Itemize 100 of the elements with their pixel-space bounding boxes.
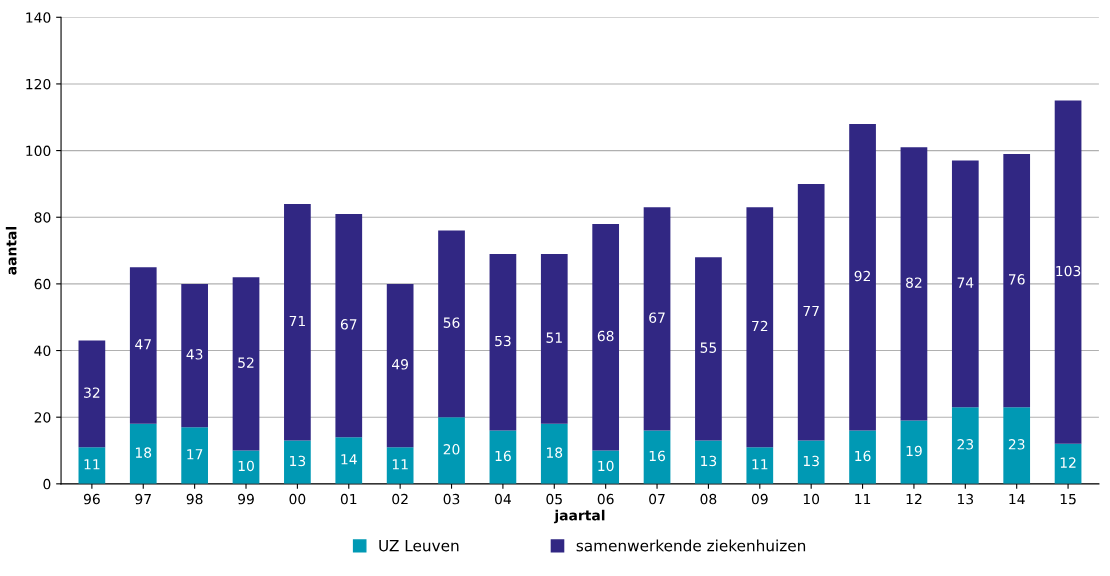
data-label: 23 bbox=[1008, 439, 1025, 450]
x-tick-label: 10 bbox=[803, 493, 820, 505]
legend-label: samenwerkende ziekenhuizen bbox=[576, 539, 806, 552]
data-label: 32 bbox=[84, 387, 100, 398]
x-tick-label: 03 bbox=[443, 493, 460, 505]
bar bbox=[797, 183, 825, 441]
data-label: 16 bbox=[649, 450, 666, 462]
x-tick-label: 06 bbox=[597, 493, 614, 505]
bar bbox=[951, 407, 979, 484]
data-label: 52 bbox=[238, 357, 254, 368]
bar bbox=[1054, 443, 1082, 484]
bar bbox=[1054, 100, 1082, 444]
bar bbox=[592, 450, 620, 484]
y-tick-label: 140 bbox=[26, 12, 51, 23]
data-label: 55 bbox=[700, 342, 717, 353]
data-label: 10 bbox=[598, 460, 614, 472]
bar bbox=[900, 420, 928, 484]
bar bbox=[746, 207, 774, 448]
data-label: 53 bbox=[495, 335, 511, 347]
x-tick-label: 05 bbox=[546, 493, 562, 505]
data-label: 77 bbox=[803, 305, 819, 317]
bar bbox=[489, 430, 517, 484]
bar bbox=[849, 430, 876, 484]
data-label: 67 bbox=[340, 319, 357, 330]
data-label: 68 bbox=[597, 330, 614, 342]
data-label: 82 bbox=[906, 277, 922, 288]
bar bbox=[695, 257, 722, 441]
bar bbox=[746, 447, 774, 484]
x-tick-label: 07 bbox=[649, 493, 665, 505]
bar bbox=[78, 447, 106, 484]
y-tick-label: 40 bbox=[34, 345, 51, 357]
data-label: 16 bbox=[855, 450, 871, 462]
data-label: 18 bbox=[135, 447, 152, 458]
x-tick-label: 99 bbox=[238, 493, 254, 505]
x-tick-label: 00 bbox=[289, 493, 306, 505]
data-label: 72 bbox=[752, 320, 768, 332]
x-tick-label: 11 bbox=[855, 493, 871, 505]
x-tick-label: 01 bbox=[340, 493, 357, 505]
bar bbox=[695, 440, 722, 484]
x-tick-label: 13 bbox=[958, 493, 974, 505]
data-label: 49 bbox=[391, 359, 409, 370]
data-label: 71 bbox=[289, 315, 305, 327]
bar bbox=[232, 277, 260, 451]
bar bbox=[849, 123, 876, 431]
data-label: 47 bbox=[135, 339, 151, 350]
bar bbox=[129, 267, 157, 424]
data-label: 92 bbox=[854, 270, 870, 282]
x-axis-title: jaartal bbox=[553, 509, 605, 524]
data-label: 11 bbox=[752, 459, 768, 470]
bar bbox=[900, 147, 928, 421]
data-label: 11 bbox=[84, 459, 100, 470]
x-tick-label: 97 bbox=[135, 493, 151, 505]
data-label: 14 bbox=[341, 454, 357, 465]
x-tick-label: 15 bbox=[1060, 493, 1076, 505]
bar bbox=[129, 423, 157, 484]
bar bbox=[592, 223, 620, 451]
bar bbox=[797, 440, 825, 484]
data-label: 13 bbox=[803, 455, 819, 467]
bar bbox=[438, 230, 465, 418]
y-tick-label: 80 bbox=[34, 212, 51, 223]
bar bbox=[78, 340, 106, 448]
data-label: 16 bbox=[495, 450, 511, 462]
bar bbox=[1003, 153, 1031, 408]
x-tick-label: 98 bbox=[186, 493, 203, 505]
bar bbox=[284, 440, 311, 484]
data-label: 56 bbox=[443, 317, 460, 328]
data-label: 10 bbox=[238, 460, 254, 472]
bar bbox=[181, 283, 208, 428]
data-label: 11 bbox=[392, 459, 408, 470]
data-label: 23 bbox=[957, 439, 974, 450]
data-label: 13 bbox=[701, 455, 717, 467]
data-label: 18 bbox=[546, 447, 563, 458]
bar bbox=[643, 207, 671, 431]
y-axis-title: aantal bbox=[5, 227, 17, 275]
bar bbox=[335, 437, 363, 484]
bar bbox=[1003, 407, 1031, 484]
x-tick-label: 12 bbox=[906, 493, 922, 505]
data-label: 12 bbox=[1060, 457, 1076, 468]
y-tick-label: 100 bbox=[26, 145, 51, 157]
y-tick-label: 120 bbox=[26, 78, 51, 90]
bar bbox=[951, 160, 979, 408]
data-label: 19 bbox=[906, 445, 922, 457]
data-label: 17 bbox=[187, 449, 203, 460]
bar bbox=[386, 447, 414, 484]
bar bbox=[540, 423, 568, 484]
data-label: 74 bbox=[957, 277, 974, 288]
x-tick-label: 96 bbox=[83, 493, 100, 505]
bar bbox=[489, 253, 517, 431]
data-label: 20 bbox=[443, 444, 460, 455]
data-label: 67 bbox=[649, 312, 665, 323]
bar bbox=[438, 417, 465, 484]
y-tick-label: 0 bbox=[43, 478, 51, 490]
data-label: 13 bbox=[290, 455, 306, 467]
bar bbox=[335, 213, 363, 438]
bar bbox=[181, 427, 208, 484]
bar bbox=[284, 203, 311, 441]
x-tick-label: 09 bbox=[751, 493, 768, 505]
bar bbox=[643, 430, 671, 484]
data-label: 76 bbox=[1009, 274, 1025, 285]
x-tick-label: 08 bbox=[700, 493, 717, 505]
